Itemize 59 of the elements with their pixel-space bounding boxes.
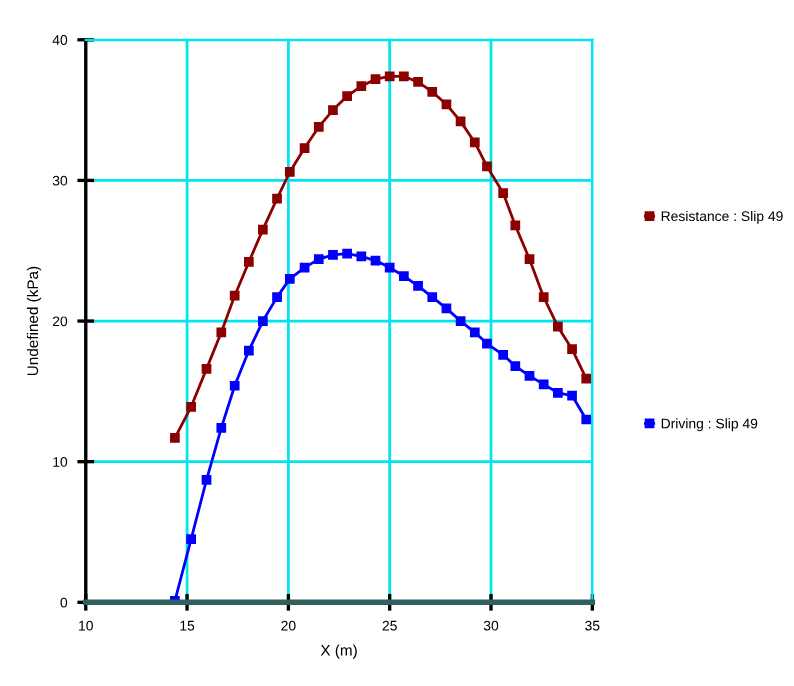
point	[553, 321, 563, 332]
point	[399, 271, 409, 281]
point	[455, 116, 466, 127]
point	[313, 122, 324, 132]
point	[538, 379, 549, 390]
point	[272, 193, 282, 204]
point	[384, 71, 395, 82]
point	[538, 292, 549, 302]
point	[170, 432, 180, 443]
point	[244, 257, 254, 267]
point	[413, 281, 423, 291]
point	[186, 401, 196, 412]
point	[244, 345, 254, 356]
point	[299, 143, 310, 153]
point	[356, 81, 367, 92]
point	[272, 292, 282, 302]
point	[328, 250, 338, 260]
point	[469, 137, 480, 148]
point	[229, 380, 240, 391]
point	[384, 262, 395, 273]
point	[427, 292, 438, 302]
point	[257, 224, 268, 235]
point	[328, 105, 338, 115]
point	[299, 262, 310, 273]
point	[553, 387, 563, 398]
point	[455, 316, 466, 326]
point	[370, 255, 381, 266]
point	[441, 303, 452, 314]
point	[413, 77, 423, 87]
point	[567, 344, 577, 355]
point	[510, 361, 521, 371]
point	[216, 423, 227, 433]
point	[370, 74, 381, 85]
point	[342, 91, 353, 101]
point	[257, 316, 268, 326]
point	[498, 188, 509, 198]
point	[482, 161, 492, 172]
point	[342, 248, 353, 259]
point	[482, 338, 492, 349]
point	[581, 373, 592, 384]
point	[498, 349, 509, 360]
point	[356, 251, 367, 262]
point	[567, 390, 577, 401]
point	[216, 327, 227, 338]
point	[229, 290, 240, 301]
point	[524, 254, 535, 265]
point	[201, 364, 212, 374]
point	[469, 327, 480, 338]
point	[284, 167, 295, 177]
point	[399, 71, 409, 82]
point	[201, 475, 212, 485]
point	[313, 254, 324, 265]
point	[284, 274, 295, 284]
point	[581, 414, 592, 425]
point	[186, 534, 196, 544]
point	[427, 86, 438, 97]
point	[510, 220, 521, 231]
point	[524, 371, 535, 381]
point	[441, 99, 452, 110]
